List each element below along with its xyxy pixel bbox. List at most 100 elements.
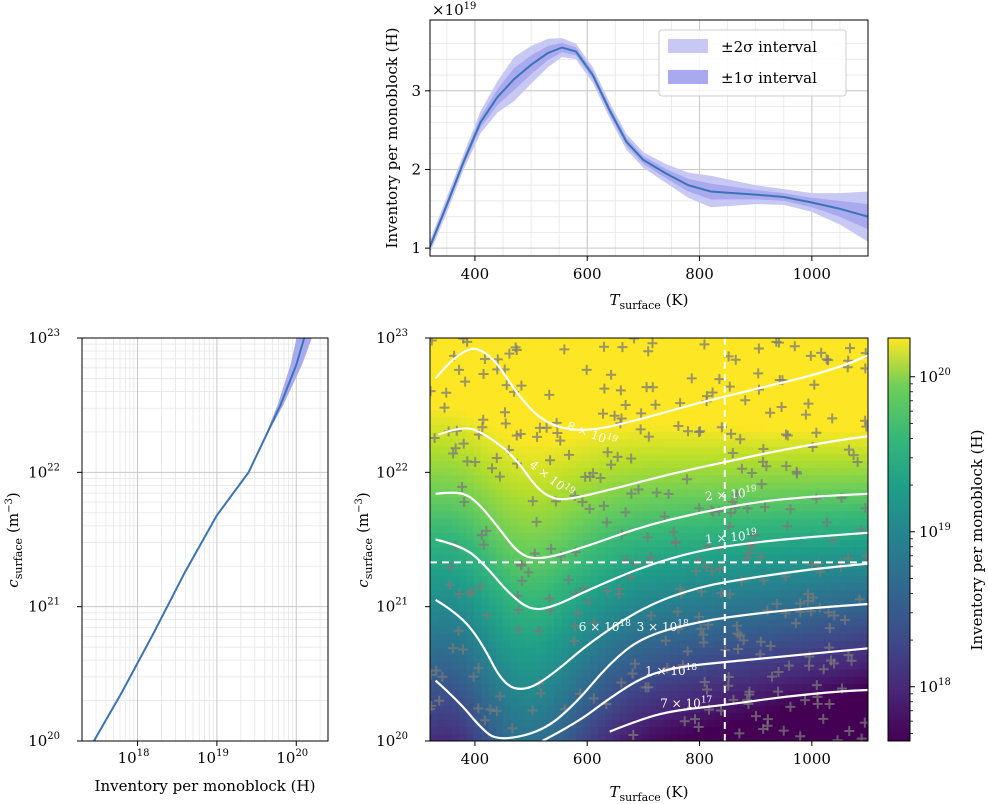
heatmap-cell (780, 546, 789, 555)
heatmap-cell (685, 539, 694, 548)
heatmap-cell (532, 669, 541, 677)
heatmap-cell (678, 561, 687, 569)
heatmap-cell (722, 381, 730, 389)
heatmap-cell (736, 510, 745, 519)
heatmap-cell (787, 676, 796, 685)
heatmap-cell (605, 438, 614, 447)
heatmap-cell (700, 510, 708, 519)
sample-point (758, 443, 769, 454)
heatmap-cell (576, 431, 584, 440)
heatmap-cell (765, 633, 774, 641)
heatmap-cell (459, 683, 468, 692)
heatmap-cell (495, 395, 504, 404)
heatmap-cell (707, 517, 716, 526)
sample-point (504, 348, 515, 359)
heatmap-cell (795, 712, 803, 721)
heatmap-cell (546, 568, 555, 577)
heatmap-cell (787, 654, 796, 663)
heatmap-cell (816, 424, 825, 433)
heatmap-cell (787, 553, 796, 562)
heatmap-cell (831, 683, 840, 692)
heatmap-cell (590, 669, 599, 677)
sample-point (730, 502, 741, 513)
heatmap-cell (524, 539, 533, 548)
heatmap-cell (700, 424, 708, 433)
heatmap-cell (780, 575, 789, 584)
sample-point (517, 575, 528, 586)
heatmap-cell (561, 618, 570, 627)
heatmap-cell (824, 568, 833, 577)
heatmap-cell (473, 373, 482, 382)
heatmap-cell (524, 597, 533, 605)
heatmap-cell (561, 561, 570, 569)
heatmap-cell (773, 510, 781, 519)
heatmap-cell (605, 474, 614, 483)
heatmap-cell (619, 338, 628, 346)
heatmap-cell (751, 381, 760, 389)
heatmap-cell (736, 402, 745, 411)
heatmap-cell (765, 359, 774, 368)
heatmap-cell (597, 510, 606, 519)
heatmap-cell (590, 654, 599, 663)
heatmap-cell (663, 496, 672, 505)
heatmap-cell (568, 726, 577, 735)
heatmap-cell (481, 733, 489, 741)
heatmap-cell (846, 719, 854, 728)
heatmap-cell (692, 669, 701, 677)
heatmap-cell (619, 388, 628, 397)
heatmap-cell (473, 445, 482, 454)
heatmap-cell (678, 726, 687, 735)
heatmap-cell (795, 359, 803, 368)
heatmap-cell (619, 381, 628, 389)
heatmap-cell (524, 431, 533, 440)
heatmap-cell (597, 690, 606, 699)
heatmap-cell (605, 445, 614, 454)
heatmap-cell (795, 424, 803, 433)
heatmap-cell (758, 525, 767, 533)
heatmap-cell (473, 402, 482, 411)
heatmap-cell (853, 582, 862, 591)
heatmap-cell (838, 733, 847, 741)
heatmap-cell (597, 676, 606, 685)
heatmap-cell (437, 474, 446, 483)
sample-point (762, 605, 773, 616)
heatmap-cell (831, 633, 840, 641)
heatmap-cell (627, 712, 635, 721)
sample-point (832, 735, 843, 741)
heatmap-cell (597, 697, 606, 706)
heatmap-cell (597, 366, 606, 375)
heatmap-cell (576, 618, 584, 627)
heatmap-cell (619, 661, 628, 670)
heatmap-cell (517, 697, 526, 706)
heatmap-cell (532, 661, 541, 670)
sample-point (583, 596, 594, 607)
heatmap-cell (451, 683, 460, 692)
heatmap-cell (444, 453, 453, 461)
sample-point (827, 534, 838, 545)
heatmap-cell (612, 338, 621, 346)
heatmap-cell (722, 460, 730, 469)
heatmap-cell (656, 525, 665, 533)
heatmap-cell (444, 697, 453, 706)
heatmap-cell (597, 705, 606, 713)
heatmap-cell (459, 517, 468, 526)
heatmap-cell (576, 633, 584, 641)
heatmap-cell (554, 496, 562, 505)
heatmap-cell (714, 690, 723, 699)
heatmap-cell (787, 460, 796, 469)
heatmap-cell (692, 561, 701, 569)
heatmap-cell (451, 395, 460, 404)
heatmap-cell (787, 633, 796, 641)
heatmap-cell (561, 417, 570, 425)
sample-point (782, 521, 793, 532)
heatmap-cell (773, 424, 781, 433)
heatmap-cell (670, 712, 679, 721)
top-ytick-label: 1 (411, 239, 421, 257)
sample-point (735, 434, 746, 445)
heatmap-cell (765, 719, 774, 728)
heatmap-cell (532, 539, 541, 548)
heatmap-cell (561, 625, 570, 634)
heatmap-cell (692, 345, 701, 353)
heatmap-cell (692, 575, 701, 584)
heatmap-cell (451, 661, 460, 670)
